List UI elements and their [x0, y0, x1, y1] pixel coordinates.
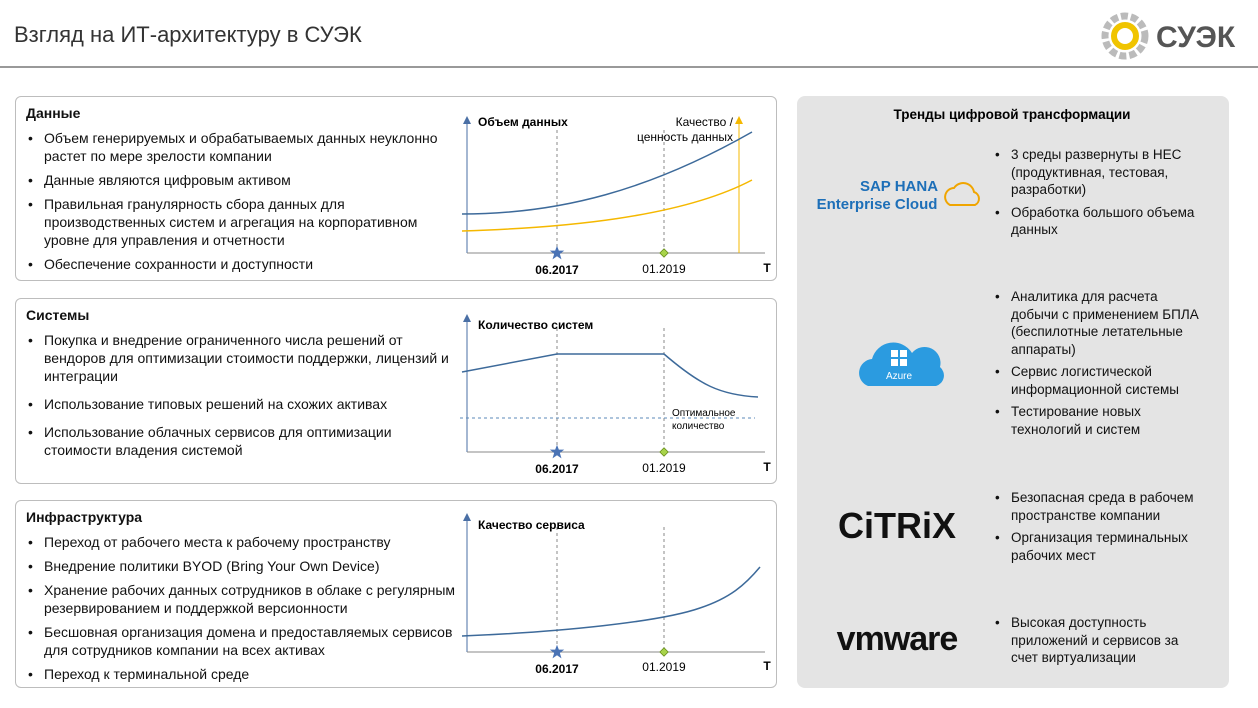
- bullets: Аналитика для расчета добычи с применени…: [993, 288, 1208, 438]
- logo-text: SAP HANA: [860, 178, 938, 195]
- bullet: Тестирование новых технологий и систем: [993, 403, 1208, 438]
- bullet: Переход от рабочего места к рабочему про…: [26, 533, 456, 551]
- chart-systems: Количество систем Оптимальное количество…: [460, 314, 771, 476]
- azure-logo: Azure: [859, 342, 944, 386]
- vmware-logo: vmware: [837, 620, 958, 658]
- y-label: Объем данных: [478, 115, 568, 129]
- x-end: T: [763, 659, 771, 673]
- bullets: 3 среды развернуты в HEC (продуктивная, …: [993, 146, 1208, 239]
- trends-title: Тренды цифровой трансформации: [893, 107, 1130, 122]
- bullet: Правильная гранулярность сбора данных дл…: [26, 195, 456, 249]
- x-end: T: [763, 261, 771, 275]
- bullet: Безопасная среда в рабочем пространстве …: [993, 489, 1208, 524]
- bullet: Бесшовная организация домена и предостав…: [26, 623, 456, 659]
- bullet: Переход к терминальной среде: [26, 665, 456, 683]
- bullets: Безопасная среда в рабочем пространстве …: [993, 489, 1208, 564]
- bullet: Использование облачных сервисов для опти…: [26, 423, 456, 459]
- bullet: Покупка и внедрение ограниченного числа …: [26, 331, 456, 385]
- date-label: 06.2017: [535, 462, 579, 476]
- date-label: 06.2017: [535, 662, 579, 676]
- trend-item: 3 среды развернуты в HEC (продуктивная, …: [993, 146, 1208, 244]
- bullets: Переход от рабочего места к рабочему про…: [26, 533, 456, 689]
- company-logo: СУЭК: [1101, 12, 1236, 60]
- citrix-logo: CiTRiX: [838, 505, 956, 546]
- slide-title: Взгляд на ИТ-архитектуру в СУЭК: [14, 22, 362, 47]
- logo-text: Azure: [886, 371, 913, 382]
- bullet: Объем генерируемых и обрабатываемых данн…: [26, 129, 456, 165]
- section-title: Системы: [26, 307, 90, 323]
- bullet: Аналитика для расчета добычи с применени…: [993, 288, 1208, 358]
- panel-data: Данные Объем генерируемых и обрабатываем…: [15, 96, 777, 281]
- bullet: Хранение рабочих данных сотрудников в об…: [26, 581, 456, 617]
- sap-logo: SAP HANA Enterprise Cloud: [817, 178, 980, 213]
- date-label: 01.2019: [642, 461, 686, 475]
- trend-item: Безопасная среда в рабочем пространстве …: [993, 489, 1208, 569]
- y-label: Качество сервиса: [478, 518, 585, 532]
- y2-label: Качество /: [676, 115, 734, 129]
- bullets: Покупка и внедрение ограниченного числа …: [26, 331, 456, 465]
- chart-infra: Качество сервиса 06.2017 01.2019 T: [461, 513, 771, 676]
- panel-infra: Инфраструктура Переход от рабочего места…: [15, 500, 777, 688]
- bullets: Объем генерируемых и обрабатываемых данн…: [26, 129, 456, 279]
- x-end: T: [763, 460, 771, 474]
- chart-data: Объем данных Качество / ценность данных …: [461, 115, 771, 277]
- section-title: Инфраструктура: [26, 509, 143, 525]
- date-label: 06.2017: [535, 263, 579, 277]
- bullet: Внедрение политики BYOD (Bring Your Own …: [26, 557, 456, 575]
- date-label: 01.2019: [642, 262, 686, 276]
- date-label: 01.2019: [642, 660, 686, 674]
- note: количество: [672, 421, 725, 432]
- y2-label: ценность данных: [637, 130, 733, 144]
- bullet: Данные являются цифровым активом: [26, 171, 456, 189]
- y-label: Количество систем: [478, 318, 593, 332]
- bullet: Высокая доступность приложений и сервисо…: [993, 614, 1208, 667]
- section-title: Данные: [26, 105, 81, 121]
- bullet: Организация терминальных рабочих мест: [993, 529, 1208, 564]
- bullet: Обработка большого объема данных: [993, 204, 1208, 239]
- logo-text: СУЭК: [1156, 21, 1236, 54]
- note: Оптимальное: [672, 408, 736, 419]
- bullet: Сервис логистической информационной сист…: [993, 363, 1208, 398]
- trend-item: Высокая доступность приложений и сервисо…: [993, 614, 1208, 672]
- bullet: 3 среды развернуты в HEC (продуктивная, …: [993, 146, 1208, 199]
- trend-item: Аналитика для расчета добычи с применени…: [993, 288, 1208, 443]
- bullet: Использование типовых решений на схожих …: [26, 395, 456, 413]
- bullets: Высокая доступность приложений и сервисо…: [993, 614, 1208, 667]
- logo-text: Enterprise Cloud: [817, 196, 938, 213]
- bullet: Обеспечение сохранности и доступности: [26, 255, 456, 273]
- panel-systems: Системы Покупка и внедрение ограниченног…: [15, 298, 777, 484]
